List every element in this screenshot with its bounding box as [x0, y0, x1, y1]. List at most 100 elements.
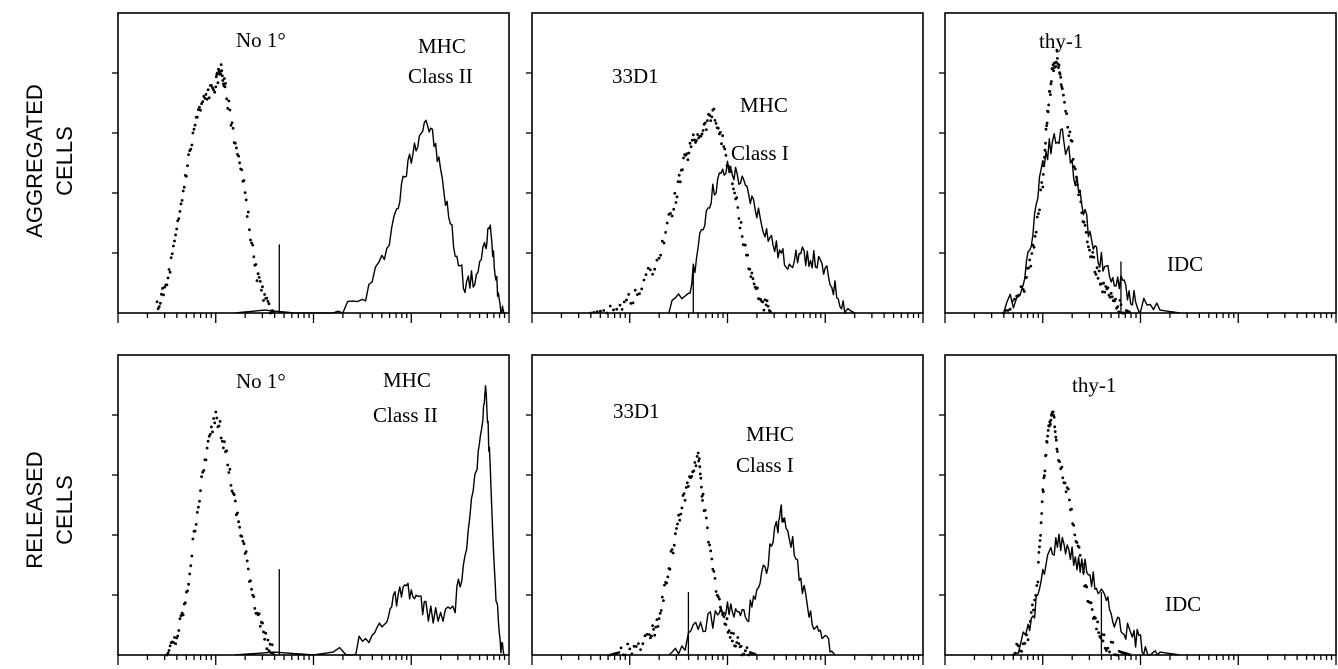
series-dot [254, 263, 258, 266]
series-dot [723, 147, 727, 151]
series-dot [675, 527, 678, 530]
series-dot [736, 206, 740, 209]
series-dot [1039, 521, 1043, 525]
series-dot [748, 267, 752, 271]
series-dot [659, 609, 663, 612]
series-dot [245, 215, 249, 218]
series-dot [1072, 523, 1076, 527]
series-solid-line [1002, 128, 1180, 314]
series-dot [245, 559, 249, 563]
annotation-no-primary: No 1° [236, 28, 286, 52]
series-dot [1044, 127, 1048, 131]
series-dot [1040, 181, 1044, 184]
series-dot [180, 199, 184, 202]
series-dot [1097, 269, 1101, 273]
panel-aggregated-33d1-mhc1 [526, 12, 924, 323]
series-dot [1117, 310, 1121, 314]
series-dot [611, 653, 614, 656]
series-dot [699, 476, 703, 480]
series-dot [269, 311, 273, 315]
series-dot [731, 182, 734, 186]
series-dot [696, 133, 699, 136]
series-dot [1111, 641, 1115, 644]
series-dot [706, 119, 709, 122]
series-dot [1060, 465, 1064, 469]
series-dot [213, 90, 217, 94]
series-dot [693, 138, 696, 142]
series-dot [181, 189, 185, 193]
series-dot [608, 304, 612, 308]
series-dot [218, 420, 222, 423]
series-dot [179, 614, 183, 618]
row-label-aggregated-line2: CELLS [52, 126, 77, 196]
series-dot [747, 653, 751, 657]
series-dot [689, 145, 693, 149]
series-dot [238, 161, 242, 165]
series-dot [655, 618, 659, 621]
series-dot [651, 624, 654, 628]
series-dot [734, 644, 737, 648]
series-dot [224, 82, 227, 85]
series-dot [1082, 220, 1086, 224]
annotation-class-ii: Class II [408, 64, 473, 88]
series-dot [736, 636, 740, 639]
series-dot [1026, 638, 1030, 642]
series-dot [1032, 608, 1035, 612]
series-dot [686, 158, 690, 162]
series-dot [670, 548, 674, 551]
series-dot [1032, 245, 1036, 249]
series-dot [712, 570, 716, 573]
series-dot [1022, 290, 1026, 293]
series-dot [1106, 286, 1110, 290]
series-dot [695, 455, 699, 458]
series-dot [262, 630, 265, 634]
series-dot [680, 506, 684, 510]
series-dot [199, 489, 202, 492]
series-dot [612, 308, 615, 312]
series-dot [203, 96, 207, 100]
series-dot [1059, 75, 1063, 79]
series-dot [174, 642, 178, 646]
series-dot [751, 277, 755, 280]
panel-released-no1-mhc2 [112, 354, 510, 665]
series-dot [708, 113, 711, 117]
series-dot [1116, 305, 1120, 309]
series-dot [165, 283, 169, 287]
series-dot [668, 567, 672, 571]
series-dot [681, 168, 684, 172]
series-dot [178, 617, 182, 621]
series-dot [173, 636, 176, 639]
series-dot [1101, 639, 1105, 643]
series-dot [650, 634, 653, 638]
series-dot [260, 288, 263, 292]
series-dot [223, 440, 226, 444]
series-dot [1049, 418, 1053, 422]
series-dot [1103, 290, 1107, 294]
series-dot [1103, 646, 1107, 650]
series-dot [1061, 476, 1065, 480]
series-dot [1044, 453, 1048, 457]
series-dot [653, 633, 657, 637]
series-dot [1052, 69, 1055, 73]
series-dot [215, 416, 219, 420]
series-dot [1064, 109, 1067, 113]
series-dot [1104, 649, 1108, 652]
series-dot [263, 637, 266, 641]
series-dot [669, 212, 672, 215]
series-dot [241, 539, 245, 543]
series-dot [1047, 103, 1051, 107]
series-dot [1035, 584, 1039, 587]
series-dot [155, 300, 159, 304]
series-dot [729, 631, 733, 635]
series-dot [718, 597, 721, 601]
series-dot [198, 105, 201, 109]
series-dot [262, 299, 265, 302]
series-dot [200, 475, 204, 478]
series-dot [645, 632, 649, 636]
series-dot [205, 446, 209, 450]
series-dot [233, 141, 237, 145]
series-dot [1068, 498, 1071, 502]
series-dot [191, 537, 195, 541]
series-dot [1058, 72, 1062, 76]
